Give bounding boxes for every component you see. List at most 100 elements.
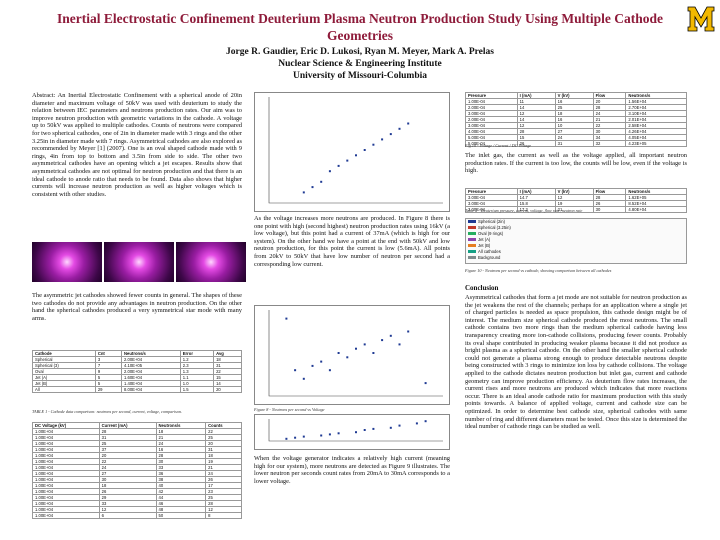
- plot-point: [302, 191, 305, 194]
- plot-point: [407, 122, 410, 125]
- plot-point: [285, 437, 288, 440]
- legend-swatch: [468, 226, 476, 230]
- table-cell: 1.00E+04: [32, 512, 100, 519]
- mizzou-logo-icon: [687, 6, 715, 32]
- plot-point: [363, 429, 366, 431]
- legend-label: All cathodes: [478, 249, 501, 254]
- pressure-table-2: Pressure I (mA) V (kV) Flow Neutrons/s 3.00E-…: [465, 188, 687, 213]
- plot-point: [311, 186, 314, 189]
- legend-label: Oval (9 rings): [478, 231, 504, 236]
- plot-point: [302, 435, 305, 438]
- table-cell: 29: [94, 386, 123, 393]
- plot-point: [294, 369, 297, 372]
- legend-swatch: [468, 250, 476, 254]
- plot-point: [320, 434, 323, 437]
- table-cell: 6: [98, 512, 157, 519]
- legend-item: Jet (B): [466, 243, 686, 249]
- plot-point: [328, 433, 331, 436]
- legend-label: Background: [478, 255, 501, 260]
- plot-axes: [268, 310, 443, 397]
- plot-point: [355, 431, 357, 434]
- plot-point: [346, 159, 349, 162]
- legend-item: Spherical (3.25in): [466, 225, 686, 231]
- fig8-plot: [254, 305, 450, 405]
- legend-item: Spherical (2in): [466, 219, 686, 225]
- table-cell: 50: [155, 512, 207, 519]
- legend-item: Oval (9 rings): [466, 231, 686, 237]
- inlet-paragraph: The inlet gas, the current as well as th…: [465, 152, 687, 175]
- plot-point: [285, 317, 288, 320]
- plot-point: [355, 347, 357, 350]
- plot-point: [372, 427, 375, 430]
- plot-point: [337, 352, 340, 354]
- legend-caption: Figure 10 - Neutrons per second vs catho…: [465, 268, 612, 273]
- conclusion-text: Asymmetrical cathodes that form a jet mo…: [465, 294, 687, 431]
- neutron-scatter-plot: [254, 92, 450, 212]
- plot-point: [407, 330, 410, 333]
- plot-point: [311, 364, 314, 367]
- plot-point: [389, 334, 392, 337]
- cathode-legend: Spherical (2in) Spherical (3.25in) Oval (9…: [465, 218, 687, 264]
- table-cell: 4.80E+04: [625, 206, 687, 213]
- legend-label: Spherical (2in): [478, 219, 505, 224]
- abstract: Abstract: An Inertial Electrostatic Conf…: [32, 92, 242, 198]
- table-right-caption: Fig.10 - Voltage / Current / DC Voltage: [465, 143, 532, 148]
- table-row: 5.00E-04 26 31 32 4.23E+05: [465, 140, 687, 147]
- plot-point: [363, 343, 366, 346]
- plot-point: [381, 138, 384, 141]
- table-row: All 29 8.00E+04 1.5 20: [32, 386, 242, 393]
- cathode-table: Cathode Cnt Neutrons/s Error Avg Spherical 3 2.…: [32, 350, 242, 393]
- plot-point: [320, 180, 323, 183]
- conclusion-heading: Conclusion: [465, 284, 499, 292]
- pressure-table: Pressure I (mA) V (kV) Flow Neutrons/s 1.00E-…: [465, 92, 687, 147]
- table-cell: 8: [205, 512, 242, 519]
- plot-point: [398, 127, 401, 130]
- legend-item: Background: [466, 255, 686, 261]
- voltage-current-table: DC Voltage (kV) Current (mA) Neutrons/s Cou…: [32, 422, 242, 519]
- table-row: 3.00E-04 17.2 21 30 4.80E+04: [465, 206, 687, 213]
- fig8-caption: Figure 8 - Neutrons per second vs Voltag…: [254, 407, 325, 412]
- plot-point: [346, 356, 349, 359]
- table-cell: 20: [213, 386, 242, 393]
- plot-point: [372, 143, 375, 146]
- plot-point: [398, 424, 401, 427]
- voltage-paragraph: As the voltage increases more neutrons a…: [254, 215, 450, 268]
- table-row: 1.00E+04 6 50 8: [32, 512, 242, 519]
- plot-point: [381, 339, 384, 342]
- plot-point: [294, 436, 297, 439]
- plot-point: [363, 149, 366, 151]
- authors: Jorge R. Gaudier, Eric D. Lukosi, Ryan M…: [226, 47, 494, 57]
- author-block: Jorge R. Gaudier, Eric D. Lukosi, Ryan M…: [60, 46, 660, 82]
- table-header-row: Cathode Cnt Neutrons/s Error Avg: [32, 350, 242, 357]
- plot-point: [389, 133, 392, 136]
- asymmetric-paragraph: The asymmetric jet cathodes showed fewer…: [32, 292, 242, 322]
- plot-point: [372, 352, 375, 354]
- table-cell: 21: [554, 206, 594, 213]
- plot-point: [328, 369, 331, 372]
- plot-point: [415, 422, 418, 425]
- department: Nuclear Science & Engineering Institute: [278, 59, 442, 69]
- plot-point: [389, 426, 392, 429]
- plasma-photo-3: [176, 242, 246, 282]
- legend-swatch: [468, 238, 476, 242]
- current-paragraph: When the voltage generator indicates a r…: [254, 455, 450, 485]
- plot-point: [355, 154, 357, 157]
- plot-axes: [268, 97, 443, 204]
- plot-point: [424, 420, 427, 423]
- legend-label: Jet (A): [478, 237, 491, 242]
- table-cell: All: [32, 386, 96, 393]
- plot-point: [337, 164, 340, 167]
- table-row: Jet (B) 5 1.40E+04 1.0 14: [32, 380, 242, 387]
- table-cell: 1.5: [179, 386, 215, 393]
- fig9-plot: [254, 414, 450, 450]
- table-left-caption: TABLE 1 - Cathode data comparison: neutr…: [32, 409, 182, 414]
- legend-label: Jet (B): [478, 243, 491, 248]
- table-row: 3.00E-04 12 18 24 3.10E+04: [465, 110, 687, 117]
- plasma-photo-2: [104, 242, 174, 282]
- table-cell: 8.00E+04: [121, 386, 181, 393]
- plot-axes: [268, 419, 443, 442]
- table-cell: 4.23E+05: [625, 140, 687, 147]
- plot-point: [302, 377, 305, 380]
- legend-label: Spherical (3.25in): [478, 225, 511, 230]
- plot-point: [320, 360, 323, 363]
